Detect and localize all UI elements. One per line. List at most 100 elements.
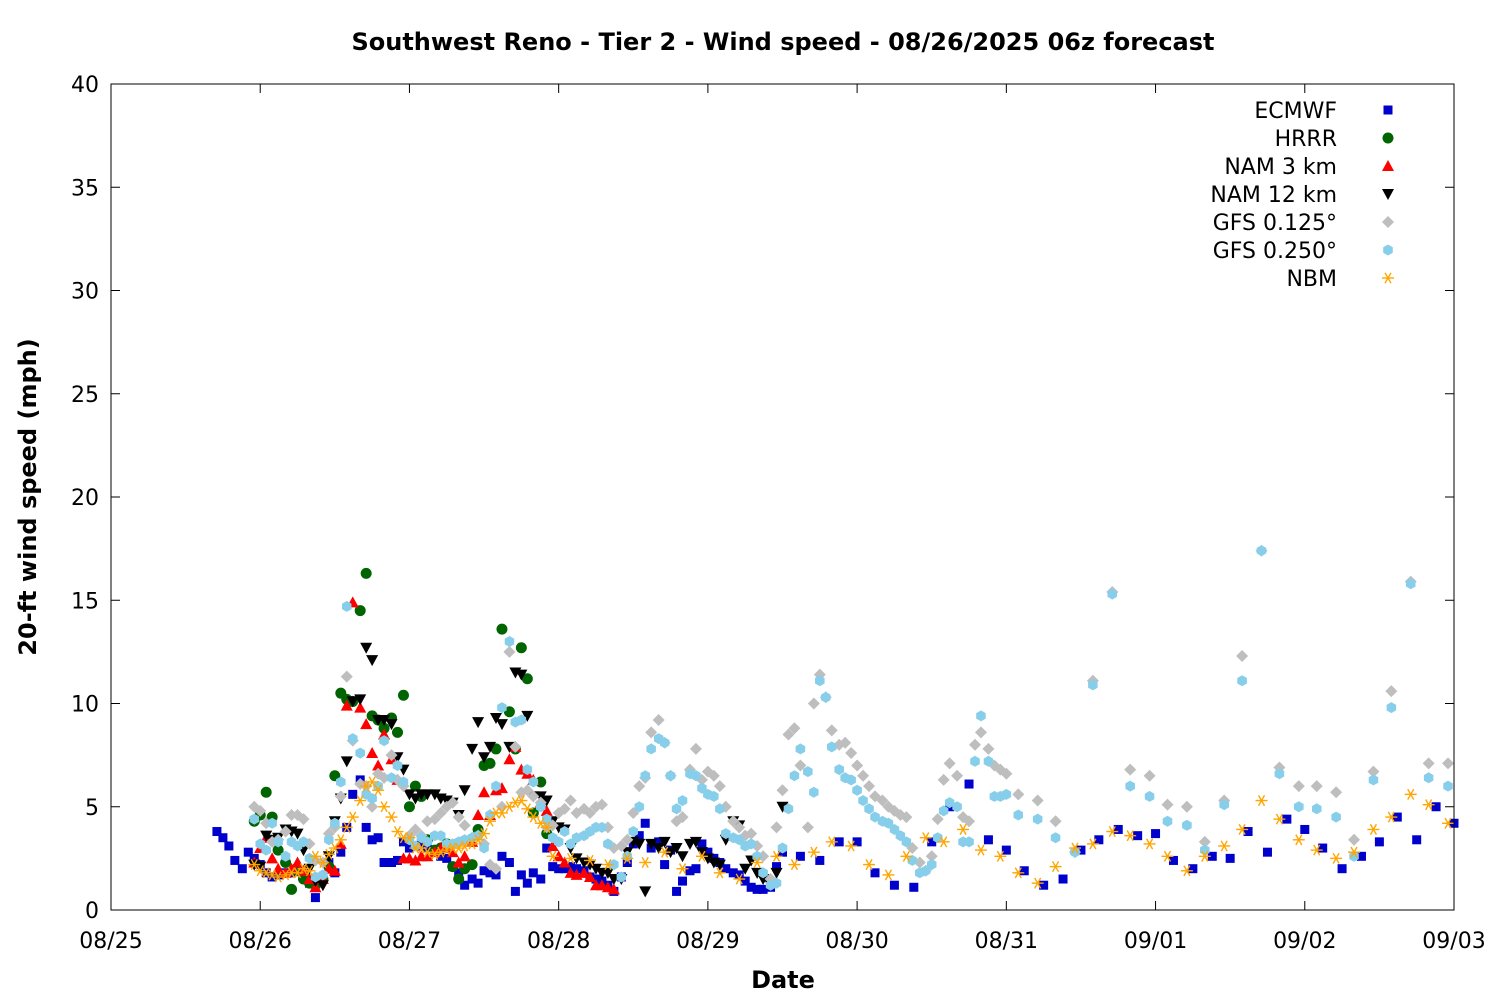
- data-point-gfs-0-250: [777, 842, 788, 854]
- data-point-gfs-0-250: [367, 793, 377, 804]
- data-point-gfs-0-250: [1256, 545, 1267, 557]
- data-point-ecmwf: [230, 855, 240, 865]
- data-point-gfs-0-125: [676, 811, 689, 824]
- data-point-ecmwf: [1243, 827, 1253, 837]
- data-point-gfs-0-125: [982, 742, 995, 755]
- legend-marker-nam-3-km: [1382, 160, 1394, 171]
- data-point-nbm: [1236, 823, 1249, 836]
- data-point-ecmwf: [212, 827, 222, 837]
- data-point-gfs-0-250: [640, 770, 650, 782]
- data-point-gfs-0-125: [385, 749, 398, 762]
- data-point-ecmwf: [752, 884, 762, 894]
- data-point-gfs-0-250: [348, 733, 358, 745]
- data-point-nbm: [1068, 842, 1081, 854]
- data-point-gfs-0-250: [1050, 832, 1061, 844]
- data-point-ecmwf: [442, 853, 452, 863]
- data-point-gfs-0-250: [249, 813, 259, 825]
- data-point-ecmwf: [685, 866, 695, 876]
- data-point-gfs-0-125: [1012, 788, 1025, 801]
- data-point-nam-3-km: [452, 856, 465, 868]
- data-point-nam-12-km: [409, 793, 422, 805]
- x-tick-label: 08/26: [229, 929, 292, 954]
- legend-marker-nam-12-km: [1382, 189, 1394, 200]
- data-point-hrrr: [286, 883, 298, 895]
- data-point-nam-12-km: [540, 795, 553, 807]
- data-point-ecmwf: [528, 868, 538, 878]
- x-tick-label: 08/28: [527, 929, 590, 954]
- data-point-gfs-0-250: [261, 844, 271, 856]
- data-point-gfs-0-125: [621, 833, 634, 846]
- data-point-nam-3-km: [340, 699, 353, 711]
- data-point-gfs-0-250: [834, 764, 844, 776]
- data-point-nam-12-km: [458, 785, 471, 797]
- data-point-gfs-0-125: [1367, 765, 1380, 778]
- data-point-nbm: [372, 784, 385, 796]
- data-point-gfs-0-125: [1180, 800, 1193, 813]
- data-point-nbm: [621, 852, 634, 864]
- data-point-ecmwf: [889, 880, 899, 890]
- data-point-nam-12-km: [670, 843, 683, 855]
- data-point-gfs-0-250: [938, 805, 949, 817]
- data-point-ecmwf: [473, 878, 483, 888]
- data-point-nbm: [882, 869, 895, 881]
- chart-title: Southwest Reno - Tier 2 - Wind speed - 0…: [351, 28, 1214, 56]
- data-point-gfs-0-250: [864, 803, 874, 815]
- data-point-gfs-0-250: [691, 770, 701, 782]
- legend-marker-ecmwf: [1383, 105, 1393, 115]
- data-point-nbm: [1049, 861, 1062, 873]
- data-point-gfs-0-250: [803, 766, 813, 778]
- data-point-gfs-0-250: [721, 828, 731, 840]
- data-point-gfs-0-250: [436, 830, 446, 842]
- data-point-gfs-0-125: [452, 811, 465, 824]
- data-point-gfs-0-250: [330, 817, 340, 829]
- data-point-nam-12-km: [346, 696, 359, 708]
- data-point-gfs-0-125: [254, 804, 267, 817]
- data-point-gfs-0-125: [521, 784, 534, 797]
- data-point-gfs-0-250: [1423, 772, 1434, 784]
- data-point-nbm: [334, 834, 347, 846]
- legend-label-gfs-0-125: GFS 0.125°: [1213, 211, 1337, 236]
- data-point-ecmwf: [398, 837, 408, 847]
- data-point-ecmwf: [634, 831, 644, 841]
- data-point-gfs-0-250: [870, 811, 880, 823]
- legend-label-gfs-0-250: GFS 0.250°: [1213, 239, 1337, 264]
- data-point-ecmwf: [1282, 814, 1292, 824]
- data-point-gfs-0-250: [976, 710, 986, 722]
- data-point-ecmwf: [460, 880, 470, 890]
- data-point-gfs-0-250: [491, 780, 501, 792]
- data-point-gfs-0-250: [1368, 774, 1379, 786]
- series-gfs-0-250: [249, 545, 1453, 891]
- data-point-gfs-0-125: [1422, 757, 1435, 770]
- data-point-gfs-0-125: [645, 726, 658, 739]
- data-point-nbm: [1161, 850, 1174, 862]
- data-point-gfs-0-250: [559, 826, 570, 837]
- x-tick-label: 09/02: [1273, 929, 1336, 954]
- data-point-gfs-0-125: [584, 806, 597, 819]
- data-point-ecmwf: [1094, 835, 1104, 845]
- data-point-gfs-0-250: [858, 795, 868, 807]
- data-point-ecmwf: [516, 870, 526, 880]
- data-point-nbm: [863, 859, 876, 871]
- legend-label-nam-12-km: NAM 12 km: [1210, 183, 1337, 208]
- data-point-gfs-0-125: [495, 800, 508, 813]
- data-point-gfs-0-250: [1219, 799, 1229, 811]
- data-point-nam-12-km: [515, 669, 528, 681]
- data-point-nam-12-km: [601, 867, 614, 879]
- data-point-gfs-0-250: [1032, 813, 1043, 825]
- data-point-hrrr: [378, 722, 390, 734]
- data-point-gfs-0-125: [900, 811, 913, 824]
- data-point-ecmwf: [1412, 835, 1422, 845]
- data-point-nam-3-km: [584, 870, 597, 882]
- legend-label-hrrr: HRRR: [1275, 127, 1337, 152]
- y-tick-label: 15: [71, 589, 99, 614]
- data-point-ecmwf: [373, 833, 383, 843]
- data-point-nam-12-km: [495, 719, 508, 731]
- data-point-ecmwf: [1431, 802, 1441, 812]
- data-point-ecmwf: [964, 779, 974, 789]
- data-point-gfs-0-250: [1013, 809, 1023, 821]
- data-point-gfs-0-125: [434, 806, 447, 819]
- data-point-hrrr: [453, 873, 465, 885]
- data-point-nbm: [346, 811, 359, 823]
- data-point-nam-12-km: [291, 828, 304, 840]
